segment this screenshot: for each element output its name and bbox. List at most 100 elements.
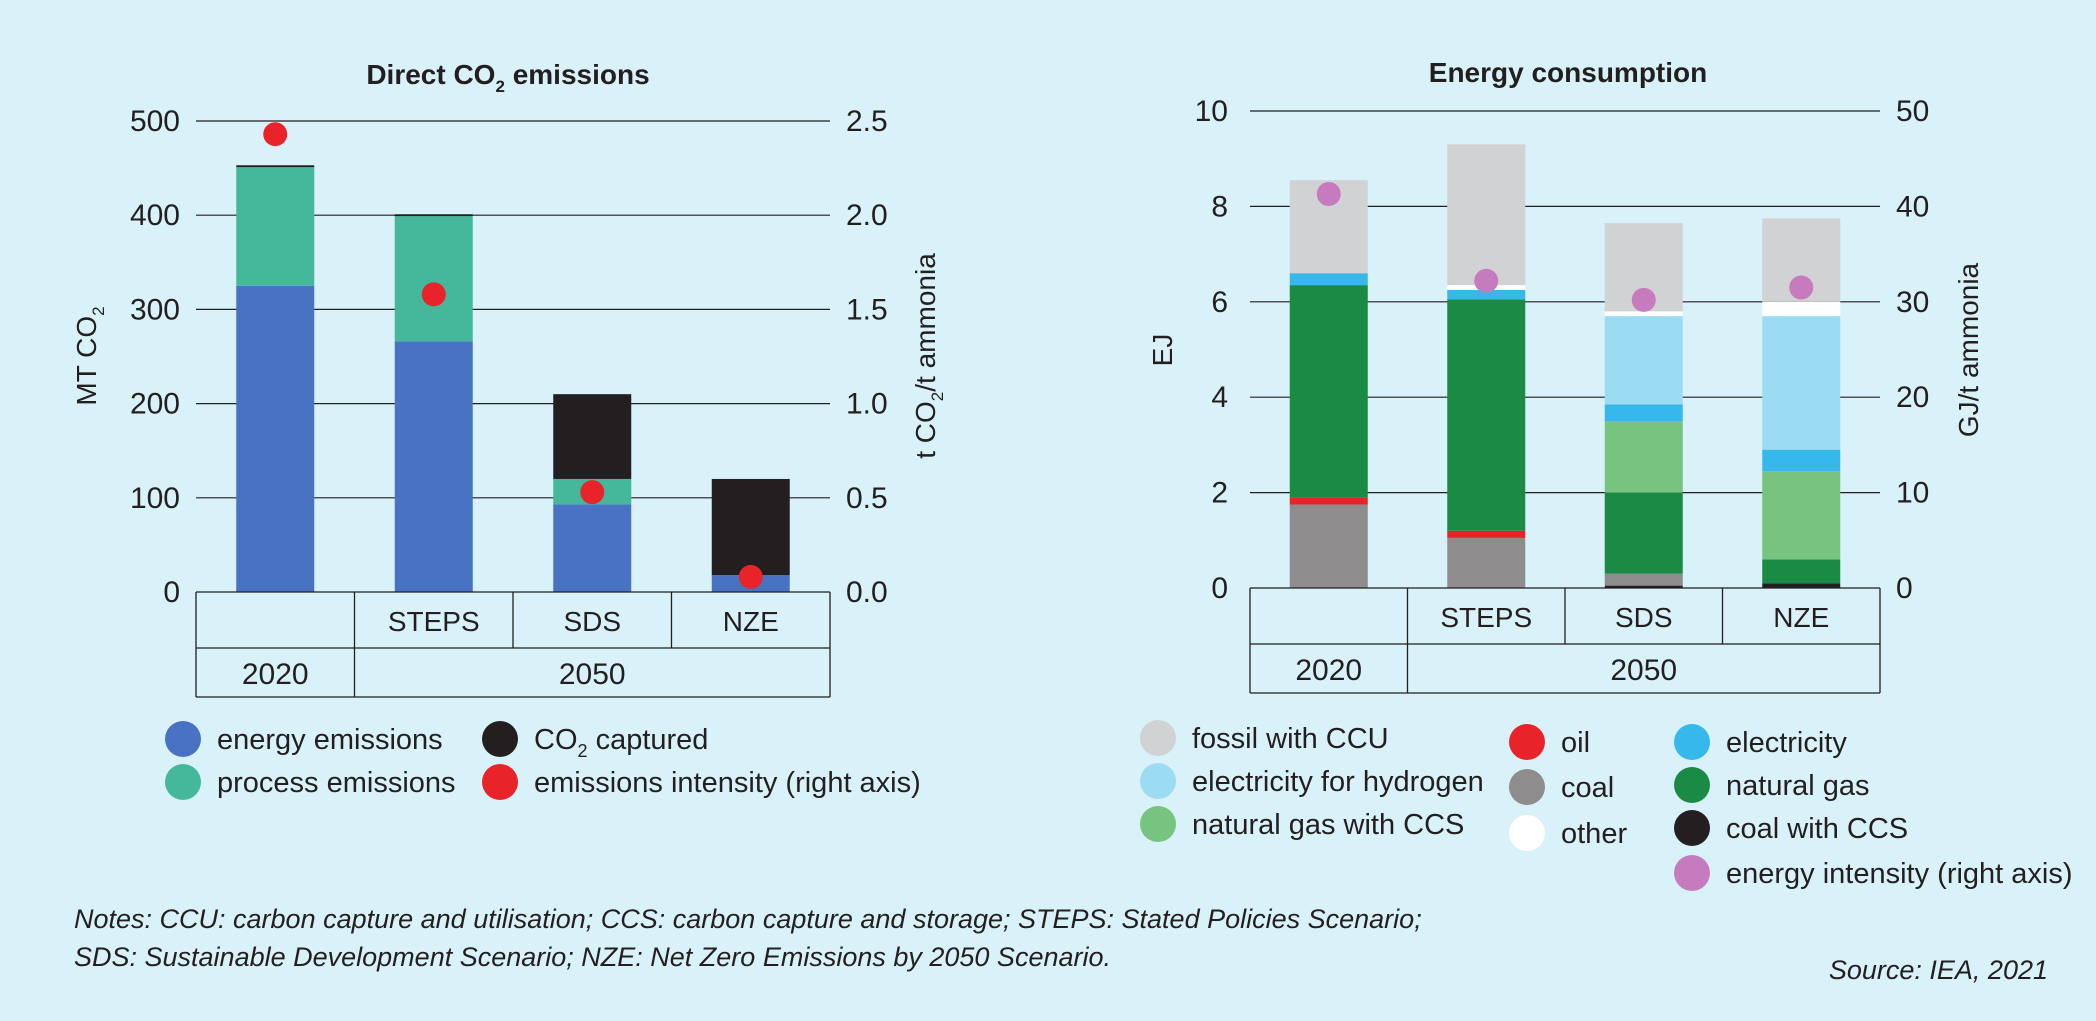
y-tick-label: 8: [1211, 190, 1228, 223]
notes: Notes: CCU: carbon capture and utilisati…: [74, 900, 1422, 976]
bar-process: [236, 167, 315, 286]
category-label: NZE: [1773, 602, 1829, 633]
legend-label: electricity for hydrogen: [1192, 766, 1484, 798]
intensity-marker: [1474, 268, 1499, 293]
legend-swatch: [482, 764, 518, 800]
bar-electricity: [1762, 449, 1841, 472]
legend-label: electricity: [1726, 727, 1847, 759]
bar-fossil_ccu: [1447, 144, 1526, 286]
y-tick-label: 10: [1195, 95, 1228, 128]
y2-axis-label-part-1: 2: [928, 392, 947, 401]
bar-natural_gas: [1762, 559, 1841, 584]
legend: energy emissions process emissions CO2 cap…: [165, 721, 921, 800]
legend-swatch: [1509, 815, 1545, 851]
legend-swatch: [1140, 763, 1176, 799]
bar-coal: [1447, 537, 1526, 588]
bar-captured: [711, 478, 790, 576]
legend-label: coal: [1561, 772, 1614, 804]
y-tick-label: 100: [130, 482, 180, 515]
bar-process: [394, 216, 473, 342]
legend-label: coal with CCS: [1726, 813, 1908, 845]
source: Source: IEA, 2021: [1828, 955, 2048, 985]
legend-label: fossil with CCU: [1192, 723, 1389, 755]
legend-label: oil: [1561, 727, 1590, 759]
y-tick-label: 6: [1211, 286, 1228, 319]
bar-electricity: [1604, 404, 1683, 422]
intensity-marker: [1631, 287, 1656, 312]
intensity-marker: [1789, 275, 1814, 300]
y-tick-label: 0: [163, 576, 180, 609]
bar-natural_gas_ccs: [1762, 471, 1841, 560]
bar-energy: [553, 504, 632, 592]
y2-tick-label: 2.0: [846, 199, 888, 232]
y-tick-label: 2: [1211, 477, 1228, 510]
notes-line-1: Notes: CCU: carbon capture and utilisati…: [74, 904, 1422, 934]
legend-label-part-2: captured: [588, 724, 709, 756]
year-label: 2020: [242, 658, 309, 691]
bar-captured: [553, 394, 632, 479]
bar-electricity: [1289, 273, 1368, 286]
bar-other: [1762, 301, 1841, 317]
legend-swatch: [1509, 769, 1545, 805]
bar-oil: [1447, 530, 1526, 538]
bar-other: [1604, 311, 1683, 317]
intensity-marker: [738, 564, 763, 589]
legend-label-part-0: CO: [534, 724, 578, 756]
y-tick-label: 4: [1211, 381, 1228, 414]
y-axis-label-part-1: 2: [89, 306, 108, 315]
bar-electricity: [1447, 289, 1526, 300]
category-label: SDS: [563, 606, 621, 637]
bar-natural_gas: [1289, 285, 1368, 498]
category-label: NZE: [723, 606, 779, 637]
y2-axis-label: GJ/t ammonia: [1953, 262, 1984, 437]
legend-swatch: [165, 721, 201, 757]
legend-swatch: [1674, 767, 1710, 803]
category-label: STEPS: [388, 606, 480, 637]
y2-tick-label: 2.5: [846, 105, 888, 138]
legend-swatch: [1674, 724, 1710, 760]
legend-label: natural gas: [1726, 770, 1870, 802]
legend-swatch: [482, 721, 518, 757]
y2-tick-label: 1.0: [846, 388, 888, 421]
bar-energy: [236, 285, 315, 592]
chart-title-part-2: emissions: [505, 59, 650, 90]
year-label: 2050: [1610, 654, 1677, 687]
legend-label: energy emissions: [217, 724, 443, 756]
chart-energy: Energy consumption 0 0 2 10 4 20 6 30 8 40 10 50 EJ GJ…: [1140, 57, 2073, 891]
chart-title: Direct CO2 emissions: [366, 59, 649, 96]
bar-captured: [236, 165, 315, 168]
y2-tick-label: 30: [1896, 286, 1929, 319]
bar-coal_ccs: [1762, 583, 1841, 588]
y2-tick-label: 0.5: [846, 482, 888, 515]
chart-title-part-0: Direct CO: [366, 59, 495, 90]
legend-swatch: [1509, 724, 1545, 760]
legend-label: natural gas with CCS: [1192, 809, 1464, 841]
legend-swatch: [1140, 720, 1176, 756]
chart-title-part-1: 2: [495, 77, 504, 96]
category-label: STEPS: [1440, 602, 1532, 633]
bar-natural_gas_ccs: [1604, 421, 1683, 493]
legend-swatch: [1674, 810, 1710, 846]
intensity-marker: [580, 480, 605, 505]
y-axis-label: EJ: [1147, 334, 1178, 367]
intensity-marker: [263, 122, 288, 147]
year-label: 2020: [1295, 654, 1362, 687]
category-label: SDS: [1615, 602, 1673, 633]
bar-coal: [1289, 504, 1368, 588]
notes-line-2: SDS: Sustainable Development Scenario; N…: [74, 942, 1111, 972]
y2-tick-label: 40: [1896, 190, 1929, 223]
y-tick-label: 0: [1211, 572, 1228, 605]
y-tick-label: 200: [130, 388, 180, 421]
intensity-marker: [1316, 181, 1341, 206]
legend-label: other: [1561, 818, 1627, 850]
chart-title: Energy consumption: [1429, 57, 1707, 88]
legend-swatch: [1674, 855, 1710, 891]
legend-swatch: [165, 764, 201, 800]
y2-axis-label-part-2: /t ammonia: [910, 253, 941, 392]
legend-label: energy intensity (right axis): [1726, 858, 2073, 890]
y-axis-label: MT CO2: [71, 306, 108, 405]
bar-captured: [394, 214, 473, 217]
legend-swatch: [1140, 806, 1176, 842]
